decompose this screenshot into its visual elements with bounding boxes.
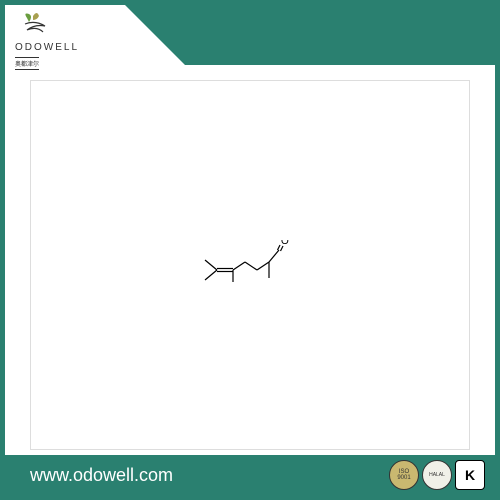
halal-badge: HALAL (422, 460, 452, 490)
content-area: O (30, 80, 470, 450)
kosher-text: K (465, 467, 475, 483)
molecule-structure: O (195, 240, 305, 290)
bottom-banner: www.odowell.com ISO 9001 HALAL K (5, 455, 495, 495)
website-url: www.odowell.com (30, 465, 389, 486)
iso-badge: ISO 9001 (389, 460, 419, 490)
kosher-badge: K (455, 460, 485, 490)
logo-subtext: 奥都津尔 (15, 57, 39, 70)
logo: ODOWELL 奥都津尔 (15, 10, 79, 71)
oxygen-atom-label: O (281, 240, 289, 247)
product-frame: ODOWELL 奥都津尔 O www.odowell.com (0, 0, 500, 500)
iso-line2: 9001 (397, 475, 410, 481)
halal-text: HALAL (429, 472, 445, 478)
logo-brand-text: ODOWELL (15, 42, 79, 53)
certification-badges: ISO 9001 HALAL K (389, 460, 485, 490)
logo-icon (15, 10, 55, 35)
